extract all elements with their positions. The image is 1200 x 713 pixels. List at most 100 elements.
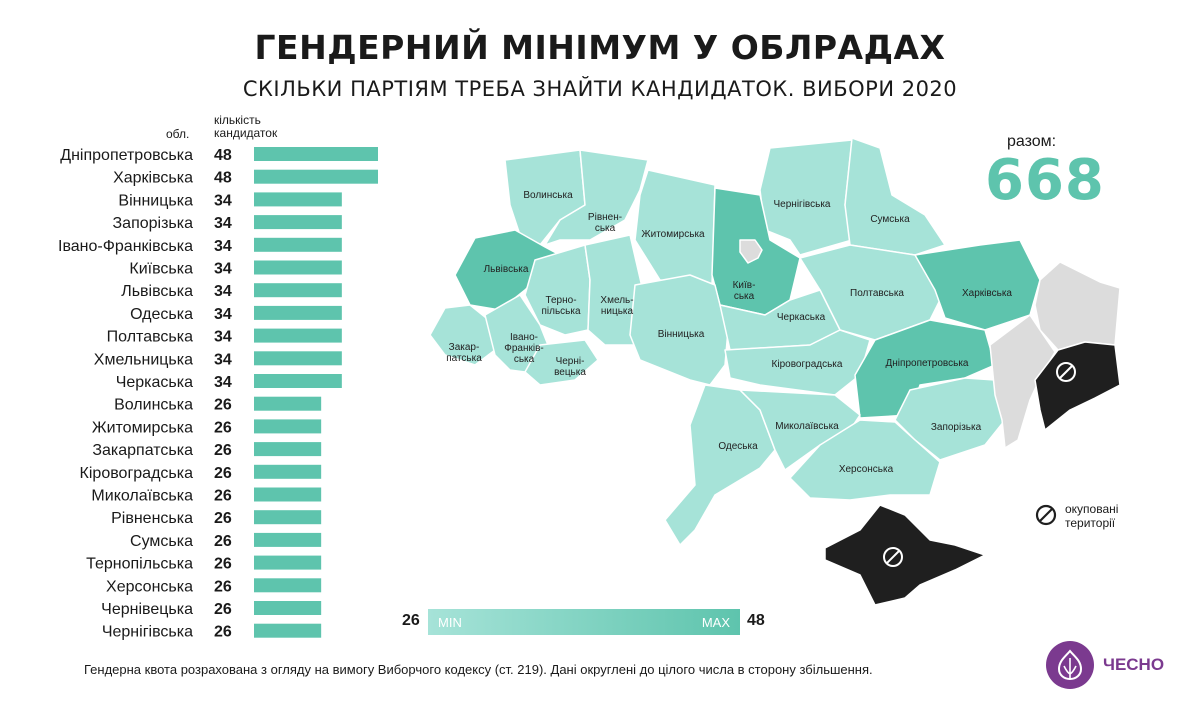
region-ivano-frankivska (484, 294, 551, 373)
region-kyivska (711, 187, 801, 316)
bar-category-label: Рівненська (111, 510, 193, 527)
bar-value-label: 26 (214, 533, 232, 550)
map-label-zaporizka: Запорізька (931, 422, 982, 433)
chart-title: ГЕНДЕРНИЙ МІНІМУМ У ОБЛРАДАХ (254, 28, 946, 67)
bar (254, 237, 342, 252)
map-label-odeska: Одеська (718, 441, 758, 452)
bar (254, 464, 322, 479)
map-label-kharkivska: Харківська (962, 288, 1012, 299)
bar-value-label: 34 (214, 374, 232, 391)
bar-value-label: 26 (214, 578, 232, 595)
map-label-rivnenska: Рівнен-ська (588, 212, 622, 234)
bar-category-label: Хмельницька (94, 351, 193, 368)
region-column-header: обл. (166, 127, 190, 141)
bar-category-label: Миколаївська (91, 488, 193, 505)
map-label-kyivska: Київ-ська (733, 280, 756, 302)
occupied-territory-crimea (824, 504, 986, 606)
map-label-khersonska: Херсонська (839, 464, 894, 475)
map-label-cherkaska: Черкаська (777, 312, 826, 323)
map-label-kirovohradska: Кіровоградська (772, 359, 843, 370)
bar (254, 601, 322, 615)
map-label-zakarpatska: Закар-патська (446, 342, 482, 364)
region-vinnytska (629, 274, 729, 386)
region-khmelnytska (584, 234, 646, 346)
map-label-vinnytska: Вінницька (658, 329, 705, 340)
bar-value-label: 34 (214, 351, 232, 368)
scale-max-value: 48 (747, 612, 765, 629)
bar-value-label: 26 (214, 624, 232, 641)
map-label-chernivetska: Черні-вецька (554, 356, 586, 378)
bar (254, 419, 322, 434)
region-chernivetska (524, 339, 599, 386)
map-label-ivano-frankivska: Івано-Франків-ська (504, 332, 544, 365)
bar (254, 192, 342, 207)
map-label-poltavska: Полтавська (850, 288, 904, 299)
region-zakarpatska (429, 304, 496, 366)
region-khersonska (789, 419, 941, 501)
region-rivnenska (544, 149, 649, 246)
bar (254, 510, 322, 525)
bar-category-label: Харківська (113, 170, 193, 187)
chart-subtitle: СКІЛЬКИ ПАРТІЯМ ТРЕБА ЗНАЙТИ КАНДИДАТОК.… (242, 77, 958, 101)
count-header-line2: кандидаток (214, 126, 278, 140)
bar (254, 215, 342, 230)
bar-category-label: Черкаська (116, 374, 193, 391)
region-zhytomyrska (634, 169, 716, 286)
bar (254, 532, 322, 547)
occupied-legend-line2: території (1065, 516, 1116, 530)
count-header-line1: кількість (214, 113, 261, 127)
map-label-khmelnytska: Хмель-ницька (600, 295, 633, 317)
count-column-header: кількість кандидаток (214, 114, 277, 140)
territory-luhansk-free (1034, 261, 1121, 351)
region-zaporizka (894, 377, 1006, 461)
bar (254, 328, 342, 343)
occupied-symbol-east (1056, 362, 1076, 382)
bar (254, 374, 342, 388)
occupied-legend-line1: окуповані (1065, 502, 1119, 516)
bar (254, 169, 378, 184)
region-cherkaska (719, 289, 841, 351)
region-lvivska (454, 229, 561, 311)
bar-value-label: 34 (214, 306, 232, 323)
occupied-legend-icon (1035, 504, 1057, 526)
region-kirovohradska (724, 329, 871, 396)
total-label: разом: (1007, 133, 1057, 150)
region-chernihivska (759, 139, 853, 256)
scale-min-label: MIN (438, 615, 462, 630)
bar (254, 623, 322, 638)
region-dnipropetrovska (854, 319, 996, 419)
bar-category-label: Дніпропетровська (60, 147, 193, 164)
total-value: 668 (985, 148, 1105, 213)
bar-value-label: 26 (214, 465, 232, 482)
bar-category-label: Полтавська (107, 329, 193, 346)
bar-category-label: Херсонська (106, 578, 193, 595)
bar-category-label: Закарпатська (92, 442, 193, 459)
bar-category-label: Одеська (130, 306, 193, 323)
bar-value-label: 26 (214, 397, 232, 414)
bar (254, 578, 322, 593)
bar-chart: Дніпропетровська 48 Харківська 48 Вінницька 3… (58, 147, 378, 641)
bar-value-label: 34 (214, 329, 232, 346)
color-scale-bar: MIN MAX (428, 609, 740, 635)
bar-category-label: Вінницька (118, 192, 193, 209)
occupied-symbol-crimea (883, 547, 903, 567)
map-label-volynska: Волинська (523, 190, 573, 201)
bar-value-label: 34 (214, 215, 232, 232)
region-odeska (664, 384, 776, 546)
chesno-logo-text: ЧЕСНО (1103, 655, 1165, 674)
region-poltavska (799, 244, 946, 341)
region-mykolaivska (739, 389, 861, 471)
bar (254, 305, 342, 320)
bar (254, 283, 342, 298)
bar-category-label: Сумська (130, 533, 193, 550)
bar-value-label: 26 (214, 556, 232, 573)
bar-category-label: Чернігівська (102, 624, 193, 641)
bar-category-label: Чернівецька (101, 601, 193, 618)
chesno-logo-icon (1046, 641, 1094, 689)
region-ternopilska (524, 244, 591, 336)
bar-category-label: Київська (129, 261, 193, 278)
map-label-chernihivska: Чернігівська (774, 199, 831, 210)
bar-value-label: 48 (214, 170, 232, 187)
map-label-sumska: Сумська (870, 214, 910, 225)
map-label-dnipropetrovska: Дніпропетровська (886, 358, 969, 369)
